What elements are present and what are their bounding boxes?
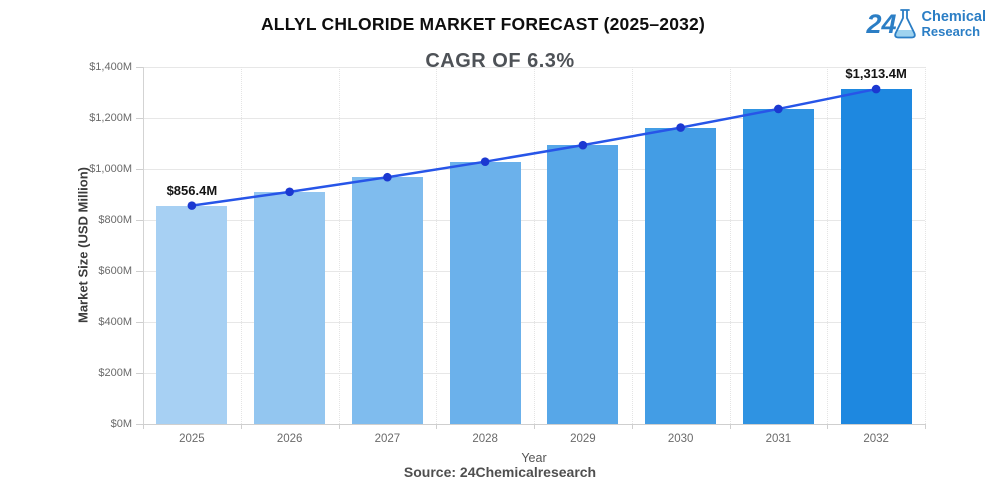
bar-2025 xyxy=(156,205,228,424)
v-gridline xyxy=(631,67,633,424)
x-tick-mark xyxy=(338,424,340,429)
y-tick-mark xyxy=(136,118,143,119)
x-tick-mark xyxy=(534,424,535,429)
y-tick-mark xyxy=(136,424,143,425)
source-caption: Source: 24Chemicalresearch xyxy=(403,464,597,480)
y-tick-label: $800M xyxy=(98,214,132,226)
x-tick-label: 2032 xyxy=(863,433,889,445)
x-tick-mark xyxy=(925,424,926,429)
trend-line-layer xyxy=(187,84,881,210)
y-tick-mark xyxy=(136,322,143,323)
y-tick-label: $1,000M xyxy=(89,163,132,175)
v-gridline xyxy=(240,67,242,424)
x-tick-label: 2030 xyxy=(667,433,694,445)
y-axis-line xyxy=(143,67,144,424)
logo-text-line1: Chemical xyxy=(921,8,986,25)
plot-area: $0M $200M $400M $600M $800M $1,000M $1,200M $1,… xyxy=(89,61,926,445)
x-tick-label: 2028 xyxy=(472,433,498,445)
bar-2032 xyxy=(840,89,912,424)
y-tick-label: $200M xyxy=(98,367,132,379)
bar-2030 xyxy=(645,127,717,424)
v-gridline xyxy=(436,67,438,424)
logo-text: Chemical Research xyxy=(921,8,986,39)
x-tick-label: 2026 xyxy=(276,433,303,445)
flask-icon xyxy=(893,9,916,39)
value-label-2025: $856.4M xyxy=(166,182,218,198)
y-tick-label: $1,200M xyxy=(89,112,132,124)
value-label-2032: $1,313.4M xyxy=(845,66,907,82)
data-point-marker-2031 xyxy=(774,104,783,114)
x-tick-label: 2027 xyxy=(374,433,401,445)
v-gridline xyxy=(534,67,535,424)
company-logo: 24 Chemical Research xyxy=(866,8,986,40)
v-gridline xyxy=(338,67,340,424)
x-axis-title: Year xyxy=(521,451,547,465)
y-tick-mark xyxy=(136,67,143,68)
data-point-marker-2028 xyxy=(480,157,490,166)
y-tick-mark xyxy=(136,169,143,170)
y-tick-label: $1,400M xyxy=(89,61,132,73)
data-point-marker-2026 xyxy=(285,187,294,197)
data-point-marker-2029 xyxy=(578,140,588,150)
data-point-marker-2032 xyxy=(871,84,881,94)
x-tick-mark xyxy=(631,424,633,429)
y-tick-mark xyxy=(136,271,143,272)
x-tick-mark xyxy=(240,424,242,429)
v-gridline xyxy=(925,67,926,424)
x-tick-label: 2031 xyxy=(765,433,792,445)
v-gridline xyxy=(827,67,829,424)
logo-text-line2: Research xyxy=(921,23,981,39)
bar-2028 xyxy=(449,161,521,424)
bar-2027 xyxy=(351,177,423,424)
data-point-marker-2025 xyxy=(187,201,197,210)
data-point-marker-2030 xyxy=(676,123,685,132)
x-tick-label: 2029 xyxy=(570,433,596,445)
y-axis-title: Market Size (USD Million) xyxy=(75,166,91,324)
y-tick-label: $400M xyxy=(98,316,132,328)
trend-line xyxy=(191,87,877,207)
bar-2031 xyxy=(742,108,814,424)
chart-subtitle: CAGR OF 6.3% xyxy=(425,50,575,72)
bar-2029 xyxy=(547,145,619,424)
y-tick-label: $0M xyxy=(110,418,132,430)
y-tick-mark xyxy=(136,220,143,221)
x-tick-mark xyxy=(827,424,829,429)
data-point-marker-2027 xyxy=(383,172,392,182)
y-tick-mark xyxy=(136,373,143,374)
x-tick-mark xyxy=(729,424,731,429)
chart-title: ALLYL CHLORIDE MARKET FORECAST (2025–203… xyxy=(260,14,706,34)
v-gridline xyxy=(729,67,731,424)
x-tick-mark xyxy=(143,424,144,429)
x-tick-label: 2025 xyxy=(179,433,205,445)
bar-2026 xyxy=(254,191,326,424)
x-axis-line xyxy=(143,424,925,425)
logo-number: 24 xyxy=(866,8,897,39)
y-tick-label: $600M xyxy=(98,265,132,277)
x-tick-mark xyxy=(436,424,438,429)
